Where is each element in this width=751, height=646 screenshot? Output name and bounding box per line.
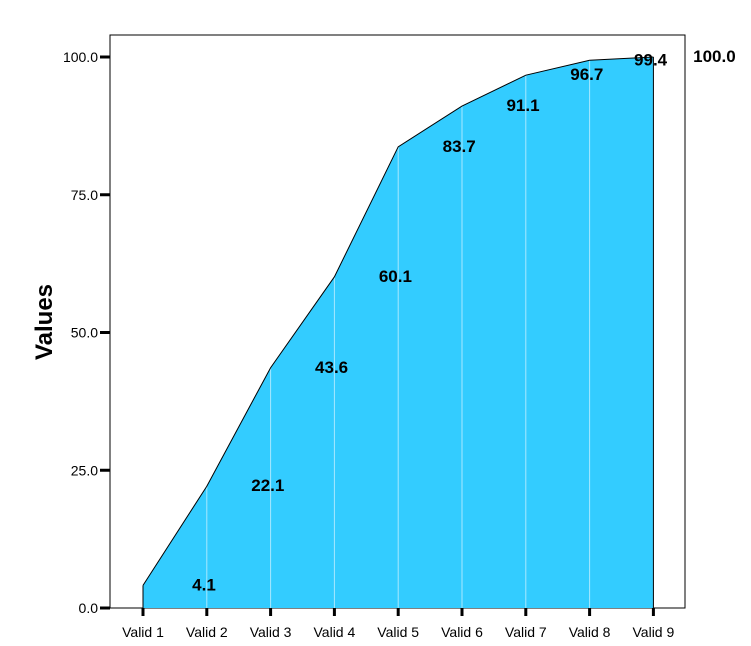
area-layer <box>142 56 654 608</box>
data-label: 43.6 <box>315 358 348 377</box>
y-axis-label: Values <box>31 284 58 360</box>
data-label: 83.7 <box>443 137 476 156</box>
x-tick-label: Valid 5 <box>377 624 419 640</box>
data-label: 96.7 <box>570 65 603 84</box>
x-tick-label: Valid 4 <box>314 624 356 640</box>
x-tick-label: Valid 9 <box>633 624 675 640</box>
x-tick-label: Valid 8 <box>569 624 611 640</box>
y-tick-label: 25.0 <box>71 462 98 478</box>
x-tick-label: Valid 3 <box>250 624 292 640</box>
series-line <box>142 56 654 586</box>
y-tick-label: 100.0 <box>63 49 98 65</box>
y-tick-label: 75.0 <box>71 187 98 203</box>
data-labels: 4.1 22.1 43.6 60.1 83.7 91.1 96.7 99.4 100.0 <box>192 47 735 594</box>
data-label: 99.4 <box>634 50 668 69</box>
data-label: 22.1 <box>251 476 284 495</box>
data-label: 4.1 <box>192 575 216 594</box>
x-tick-label: Valid 1 <box>122 624 164 640</box>
data-label: 60.1 <box>379 267 412 286</box>
y-axis: 0.0 25.0 50.0 75.0 100.0 <box>63 49 110 616</box>
x-tick-label: Valid 2 <box>186 624 228 640</box>
y-tick-label: 0.0 <box>79 600 99 616</box>
x-axis: Valid 1 Valid 2 Valid 3 Valid 4 Valid 5 Valid… <box>122 608 674 640</box>
x-tick-label: Valid 6 <box>441 624 483 640</box>
x-tick-label: Valid 7 <box>505 624 547 640</box>
data-label: 100.0 <box>693 47 736 66</box>
y-tick-label: 50.0 <box>71 325 98 341</box>
data-label: 91.1 <box>506 96 539 115</box>
